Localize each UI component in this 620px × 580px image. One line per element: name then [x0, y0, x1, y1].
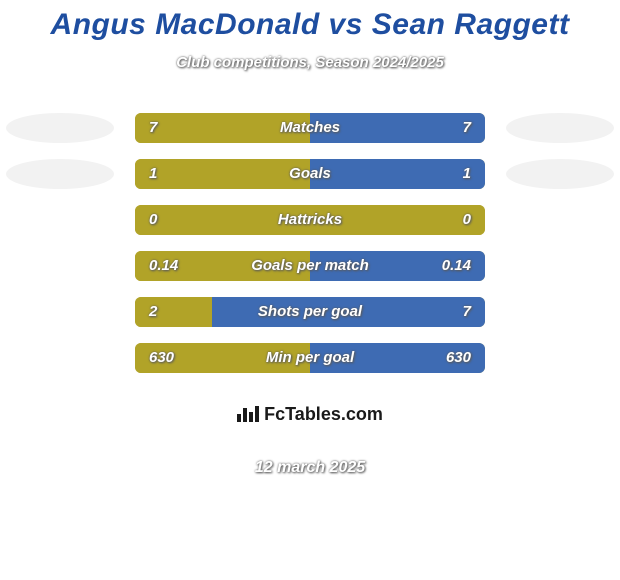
- bar-fill-right: [310, 159, 485, 189]
- stat-bar: Hattricks00: [135, 205, 485, 235]
- stat-bar: Shots per goal27: [135, 297, 485, 327]
- stat-row: Hattricks00: [0, 205, 620, 235]
- stat-row: Goals11: [0, 159, 620, 189]
- logo-text: FcTables.com: [264, 404, 383, 425]
- player-left-icon: [6, 159, 114, 189]
- stat-row: Min per goal630630: [0, 343, 620, 373]
- bar-fill-left: [135, 297, 212, 327]
- bar-fill-right: [310, 343, 485, 373]
- logo-box: FcTables.com: [210, 389, 410, 439]
- comparison-infographic: Angus MacDonald vs Sean Raggett Club com…: [0, 0, 620, 580]
- date: 12 march 2025: [0, 459, 620, 477]
- page-title: Angus MacDonald vs Sean Raggett: [0, 0, 620, 42]
- stat-bar: Goals11: [135, 159, 485, 189]
- bar-fill-left: [135, 159, 310, 189]
- bar-fill-left: [135, 251, 310, 281]
- stat-rows: Matches77 Goals11 Hattricks00 Goals per mat…: [0, 113, 620, 373]
- stat-row: Shots per goal27: [0, 297, 620, 327]
- bar-fill-right: [212, 297, 485, 327]
- bar-fill-left: [135, 343, 310, 373]
- player-left-icon: [6, 113, 114, 143]
- player-right-icon: [506, 113, 614, 143]
- bar-fill-right: [310, 113, 485, 143]
- stat-bar: Matches77: [135, 113, 485, 143]
- subtitle: Club competitions, Season 2024/2025: [0, 54, 620, 71]
- bars-icon: [237, 406, 259, 422]
- bar-fill-right: [310, 251, 485, 281]
- player-right-icon: [506, 159, 614, 189]
- bar-fill-left: [135, 113, 310, 143]
- stat-bar: Goals per match0.140.14: [135, 251, 485, 281]
- bar-fill-left: [135, 205, 485, 235]
- stat-row: Matches77: [0, 113, 620, 143]
- stat-row: Goals per match0.140.14: [0, 251, 620, 281]
- stat-bar: Min per goal630630: [135, 343, 485, 373]
